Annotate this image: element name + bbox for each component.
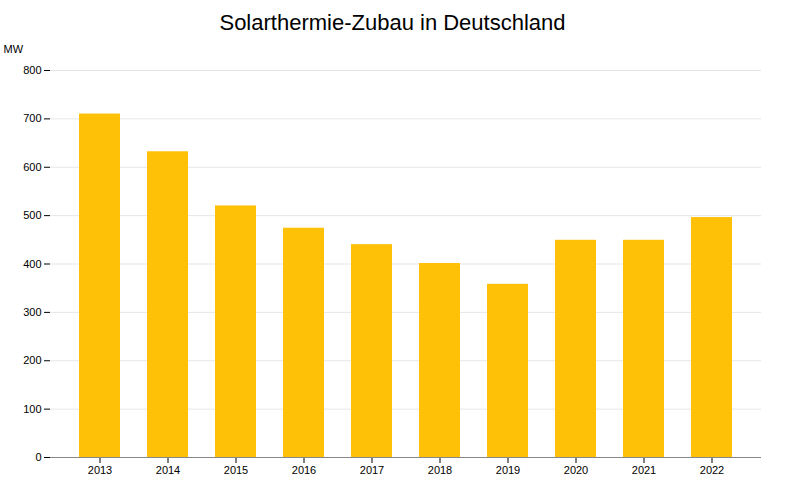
svg-text:2019: 2019 (496, 464, 520, 476)
svg-text:2015: 2015 (224, 464, 248, 476)
svg-text:0: 0 (35, 451, 41, 463)
svg-text:100: 100 (23, 403, 41, 415)
svg-text:400: 400 (23, 258, 41, 270)
svg-text:2018: 2018 (428, 464, 452, 476)
svg-text:2013: 2013 (88, 464, 112, 476)
svg-text:2020: 2020 (564, 464, 588, 476)
svg-text:2017: 2017 (360, 464, 384, 476)
svg-text:500: 500 (23, 209, 41, 221)
svg-text:600: 600 (23, 161, 41, 173)
svg-text:700: 700 (23, 112, 41, 124)
svg-text:2022: 2022 (700, 464, 724, 476)
html-text:Solarthermie-Zubau in Deutschl: Solarthermie-Zubau in Deutschland (219, 10, 566, 35)
svg-text:800: 800 (23, 64, 41, 76)
svg-text:300: 300 (23, 306, 41, 318)
svg-text:MW: MW (4, 43, 24, 55)
svg-text:2016: 2016 (292, 464, 316, 476)
svg-text:200: 200 (23, 354, 41, 366)
svg-text:2021: 2021 (632, 464, 656, 476)
svg-text:2014: 2014 (156, 464, 180, 476)
